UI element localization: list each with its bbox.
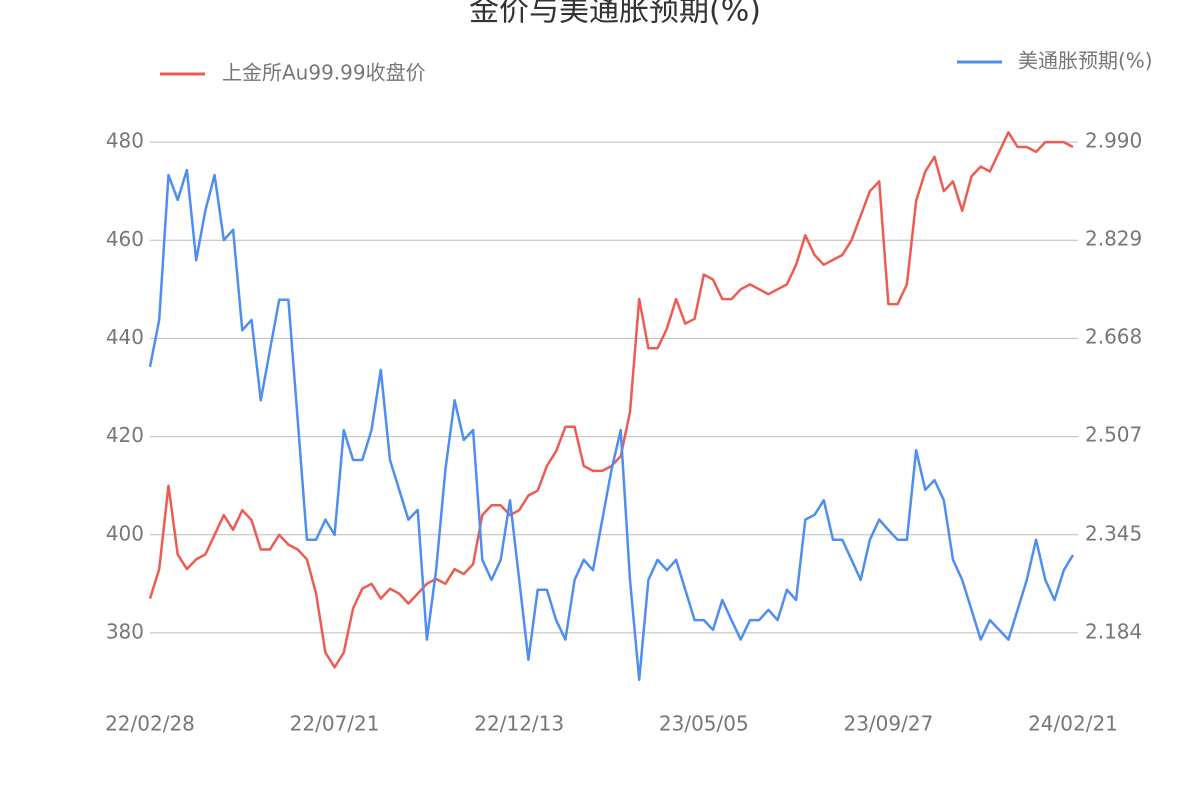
y2-tick-label: 2.668 [1085,325,1142,349]
x-tick-label: 23/05/05 [659,712,749,736]
y-tick-label: 460 [106,227,144,251]
y-tick-label: 440 [106,325,144,349]
y2-tick-label: 2.507 [1085,423,1142,447]
y-tick-label: 400 [106,521,144,545]
x-tick-label: 22/12/13 [474,712,564,736]
y2-tick-label: 2.345 [1085,521,1142,545]
series-line [148,168,1075,682]
y2-tick-label: 2.990 [1085,129,1142,153]
y2-tick-label: 2.184 [1085,619,1142,643]
y-tick-label: 480 [106,129,144,153]
x-tick-label: 23/09/27 [843,712,933,736]
x-tick-label: 24/02/21 [1028,712,1118,736]
legend-label: 美通胀预期(%) [1018,49,1153,73]
y-tick-label: 420 [106,423,144,447]
legend-label: 上金所Au99.99收盘价 [222,61,426,85]
y-tick-label: 380 [106,619,144,643]
y2-tick-label: 2.829 [1085,227,1142,251]
x-tick-label: 22/07/21 [290,712,380,736]
chart-title: 金价与美通胀预期(%) [469,0,761,29]
series-line [148,131,1074,669]
x-tick-label: 22/02/28 [105,712,195,736]
